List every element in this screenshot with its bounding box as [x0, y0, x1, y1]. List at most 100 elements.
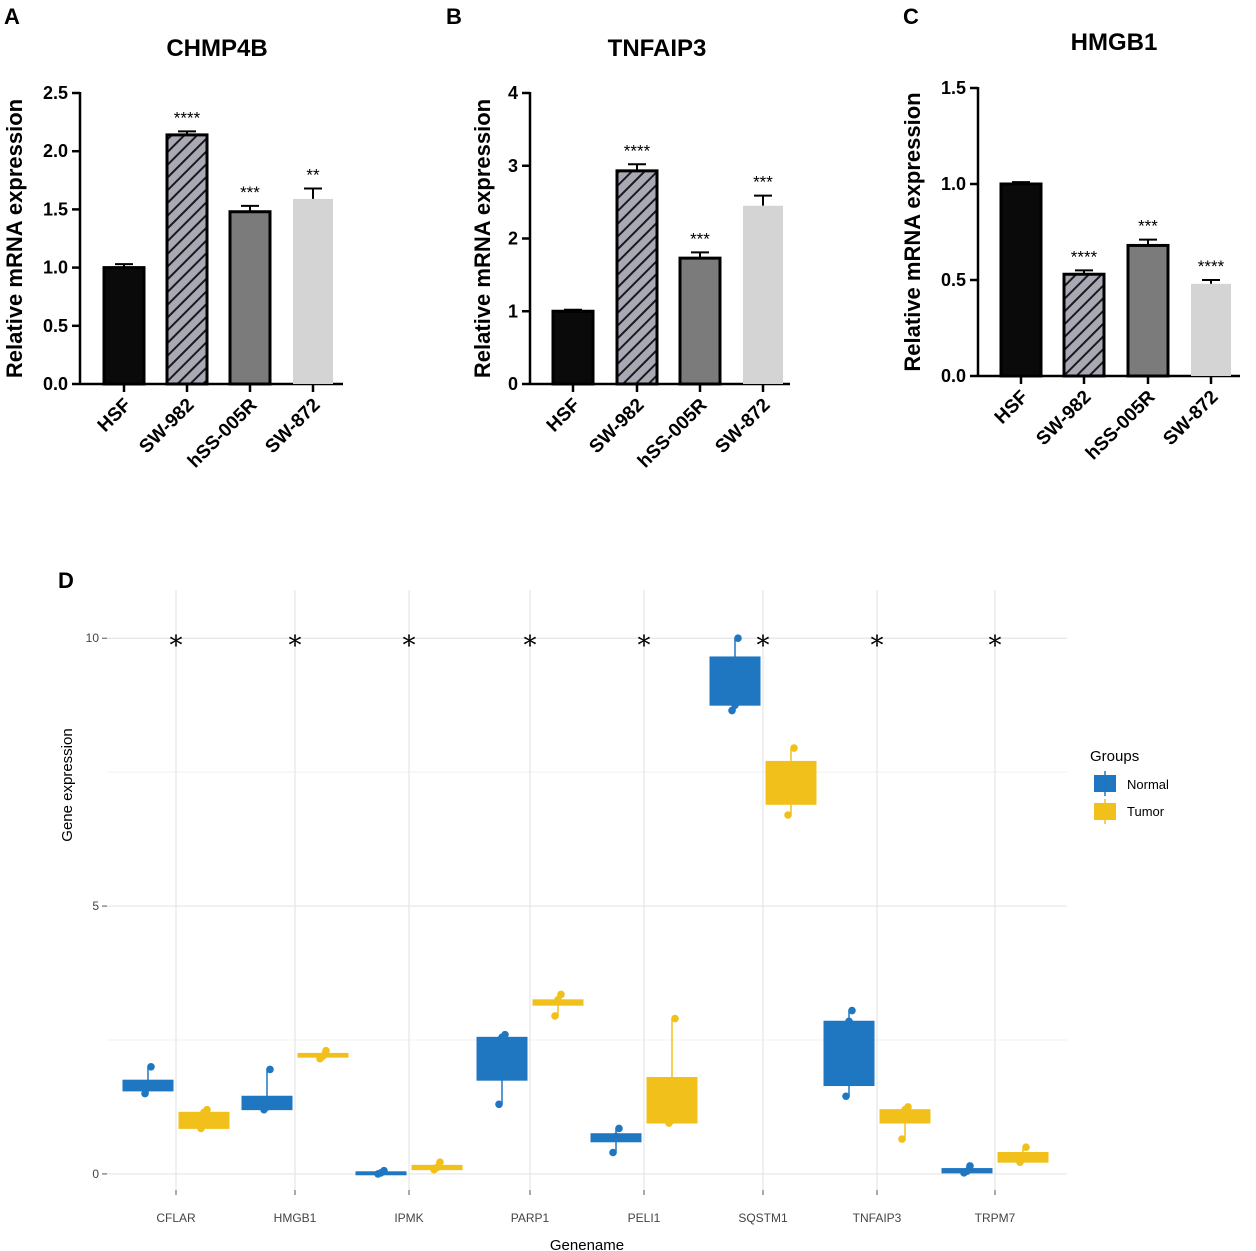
tumor-point: [787, 762, 795, 771]
y-tick-label: 0.0: [941, 366, 966, 386]
bar-sw-872: [743, 205, 783, 384]
significance-star: *: [989, 631, 1002, 661]
tumor-point: [551, 1012, 559, 1020]
x-tick-label: CFLAR: [156, 1211, 196, 1225]
normal-point: [501, 1030, 509, 1039]
bar-hsf: [999, 182, 1043, 378]
normal-point: [147, 1062, 155, 1071]
panel-label: D: [58, 568, 74, 593]
y-tick-label: 10: [86, 631, 100, 645]
panel-c-chart: C HMGB1 Relative mRNA expression 0.0 0.5 1.0 1…: [900, 4, 1240, 464]
panel-b-chart: B TNFAIP3 Relative mRNA expression 0 1 2 3 4 HSF…: [446, 4, 790, 472]
normal-box: [823, 1020, 875, 1087]
tumor-point: [1019, 1154, 1027, 1162]
y-tick-label: 0.5: [941, 270, 966, 290]
x-tick-label: SW-872: [1159, 387, 1222, 450]
tumor-point: [668, 1116, 676, 1125]
x-tick-label: IPMK: [394, 1211, 423, 1225]
significance-label: ****: [1071, 247, 1098, 266]
tumor-point: [898, 1135, 906, 1143]
x-tick-label: hSS-005R: [634, 394, 712, 472]
normal-point: [144, 1081, 152, 1090]
tumor-point: [203, 1105, 211, 1114]
bar-hss-005r: [228, 210, 272, 386]
x-tick-label: TRPM7: [975, 1211, 1016, 1225]
y-axis-label: Relative mRNA expression: [900, 92, 925, 371]
x-tick-label: hSS-005R: [1082, 386, 1160, 464]
significance-star: *: [289, 631, 302, 661]
significance-label: ***: [753, 173, 773, 192]
y-axis-label: Relative mRNA expression: [470, 99, 495, 378]
x-tick-label: HSF: [991, 387, 1033, 429]
significance-label: ***: [1138, 217, 1158, 236]
tumor-box: [646, 1077, 698, 1124]
significance-label: **: [306, 165, 320, 184]
x-tick-label: HSF: [543, 395, 585, 437]
bar-sw-982: [165, 133, 209, 386]
y-tick-label: 2.0: [43, 141, 68, 161]
significance-star: *: [170, 631, 183, 661]
x-tick-label: HSF: [94, 395, 136, 437]
tumor-point: [671, 1014, 679, 1023]
bar-sw-872: [1191, 283, 1231, 376]
tumor-point: [790, 744, 798, 752]
tumor-point: [1022, 1143, 1030, 1151]
normal-point: [842, 1092, 850, 1101]
normal-point: [966, 1162, 974, 1170]
x-axis-label: Genename: [550, 1237, 624, 1251]
panel-label: C: [903, 4, 919, 29]
significance-star: *: [524, 631, 537, 661]
y-tick-label: 0.0: [43, 374, 68, 394]
significance-label: ****: [174, 108, 201, 127]
normal-point: [380, 1166, 388, 1175]
bar-hss-005r: [1126, 243, 1170, 378]
x-tick-label: SW-872: [711, 395, 774, 458]
tumor-point: [322, 1046, 330, 1055]
x-tick-label: SW-982: [585, 395, 648, 458]
normal-point: [731, 701, 739, 709]
bar-sw-872: [293, 198, 333, 384]
y-tick-label: 1.0: [941, 174, 966, 194]
panel-label: A: [4, 4, 20, 29]
normal-point: [845, 1017, 853, 1026]
y-tick-label: 0: [92, 1167, 99, 1181]
bar-sw-982: [1062, 272, 1106, 378]
significance-label: ****: [1198, 257, 1225, 276]
normal-point: [734, 634, 742, 643]
bar-hsf: [551, 309, 595, 386]
tumor-point: [197, 1124, 205, 1133]
normal-point: [263, 1103, 271, 1111]
bar-hsf: [102, 266, 146, 386]
significance-label: ***: [690, 229, 710, 248]
significance-star: *: [757, 631, 770, 661]
y-tick-label: 0: [508, 374, 518, 394]
normal-point: [848, 1006, 856, 1015]
x-tick-label: hSS-005R: [184, 394, 262, 472]
tumor-point: [784, 811, 792, 819]
panel-d-chart: D 0 5 10 Genename Gene expression * CFLAR * HMGB1…: [58, 568, 1169, 1251]
chart-title: CHMP4B: [166, 35, 267, 62]
x-tick-label: SW-872: [261, 395, 324, 458]
significance-star: *: [403, 631, 416, 661]
y-tick-label: 3: [508, 156, 518, 176]
panel-label: B: [446, 4, 462, 29]
y-tick-label: 1.0: [43, 258, 68, 278]
significance-star: *: [871, 631, 884, 661]
y-tick-label: 2: [508, 229, 518, 249]
normal-point: [615, 1124, 623, 1133]
normal-point: [612, 1132, 620, 1141]
chart-title: TNFAIP3: [608, 35, 707, 62]
y-tick-label: 2.5: [43, 83, 68, 103]
normal-point: [141, 1089, 149, 1098]
x-tick-label: TNFAIP3: [853, 1211, 902, 1225]
x-tick-label: PELI1: [628, 1211, 661, 1225]
significance-label: ****: [624, 141, 651, 160]
legend-label-normal: Normal: [1127, 777, 1169, 792]
y-tick-label: 4: [508, 83, 518, 103]
legend-label-tumor: Tumor: [1127, 804, 1165, 819]
legend-title: Groups: [1090, 748, 1139, 765]
normal-point: [266, 1065, 274, 1074]
y-tick-label: 1.5: [43, 199, 68, 219]
chart-title: HMGB1: [1071, 29, 1158, 56]
